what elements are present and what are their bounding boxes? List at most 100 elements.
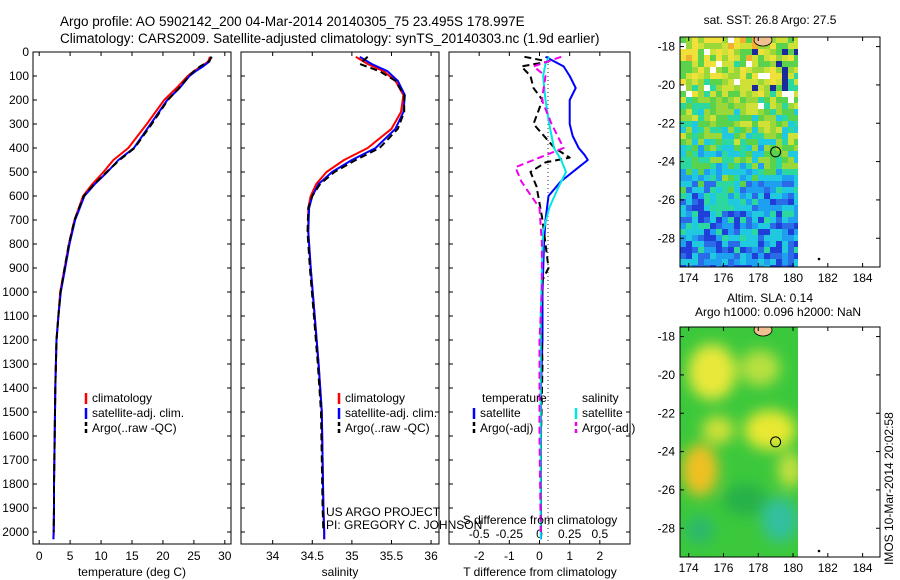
sst-cell [788,235,794,241]
sst-cell [794,265,798,267]
sst-cell [710,91,716,97]
sst-cell [716,211,722,217]
sst-cell [794,67,798,73]
legend-label-climatology: climatology [92,391,152,405]
sst-cell [764,115,770,121]
sst-cell [770,79,776,85]
sst-cell [734,79,740,85]
sst-cell [722,241,728,247]
sst-cell [704,151,710,157]
sst-cell [776,109,782,115]
depth-axis: 0 100 200 300 400 500 600 700 800 900 1000 1100 1200… [2,45,231,539]
sla-map-empty-area [798,327,880,557]
sst-cell [758,67,764,73]
sst-cell [740,121,746,127]
sst-cell [776,235,782,241]
sst-cell [764,259,770,265]
sst-cell [686,175,692,181]
sst-cell [728,91,734,97]
sst-cell [782,211,788,217]
sst-cell [758,115,764,121]
sst-cell [710,211,716,217]
legend-label-sal-satellite: satellite [582,406,623,420]
sst-cell [752,151,758,157]
sst-cell [782,139,788,145]
lat-tick-label: -22 [658,116,676,130]
sst-cell [734,103,740,109]
sst-cell [758,121,764,127]
sst-cell [758,109,764,115]
sst-cell [722,181,728,187]
sst-cell [758,175,764,181]
sst-cell [734,217,740,223]
sst-cell [770,61,776,67]
sst-cell [710,259,716,265]
sst-cell [692,109,698,115]
sst-cell [740,169,746,175]
sst-cell [782,37,788,43]
sst-cell [704,37,710,43]
sst-cell [734,121,740,127]
sst-cell [728,175,734,181]
y-tick-label: 1000 [2,285,29,299]
sst-cell [722,43,728,49]
sst-cell [692,265,698,267]
sst-cell [770,127,776,133]
sst-cell [740,223,746,229]
sst-cell [758,253,764,259]
y-tick-label: 1300 [2,357,29,371]
sst-cell [734,229,740,235]
series-line-temperature-satellite [540,55,589,540]
sst-cell [704,115,710,121]
sst-cell [680,85,686,91]
sst-cell [788,211,794,217]
sst-cell [722,151,728,157]
sst-cell [776,265,782,267]
sst-cell [740,247,746,253]
lon-tick-label: 184 [853,271,873,285]
sst-cell [770,91,776,97]
legend-label-argo: Argo(..raw -QC) [92,421,177,435]
sst-cell [728,49,734,55]
sst-cell [686,247,692,253]
sst-cell [698,265,704,267]
sst-cell [782,235,788,241]
sst-cell [722,193,728,199]
sst-cell [680,79,686,85]
sst-cell [722,199,728,205]
sst-cell [728,73,734,79]
sst-cell [746,103,752,109]
sst-cell [680,205,686,211]
sst-cell [734,43,740,49]
sst-cell [752,79,758,85]
sst-cell [746,217,752,223]
sst-cell [746,109,752,115]
lat-tick-label: -24 [658,155,676,169]
sst-cell [752,205,758,211]
sst-cell [710,193,716,199]
sst-cell [728,97,734,103]
sst-cell [740,43,746,49]
sst-cell [740,133,746,139]
temperature-panel: 0100200300400500600700800900100011001200… [2,45,232,579]
sst-cell [788,181,794,187]
sst-cell [722,115,728,121]
sst-cell [770,175,776,181]
sst-cell [764,235,770,241]
sst-cell [746,61,752,67]
sst-cell [704,157,710,163]
sst-cell [734,49,740,55]
salinity-legend: climatology satellite-adj. clim. Argo(..… [337,391,437,435]
sst-cell [794,247,798,253]
sst-cell [710,187,716,193]
sst-cell [776,73,782,79]
sst-cell [704,121,710,127]
sst-cell [680,259,686,265]
sst-cell [710,139,716,145]
sst-cell [692,43,698,49]
sst-cell [686,235,692,241]
sst-cell [722,109,728,115]
sst-cell [776,259,782,265]
sst-cell [776,181,782,187]
